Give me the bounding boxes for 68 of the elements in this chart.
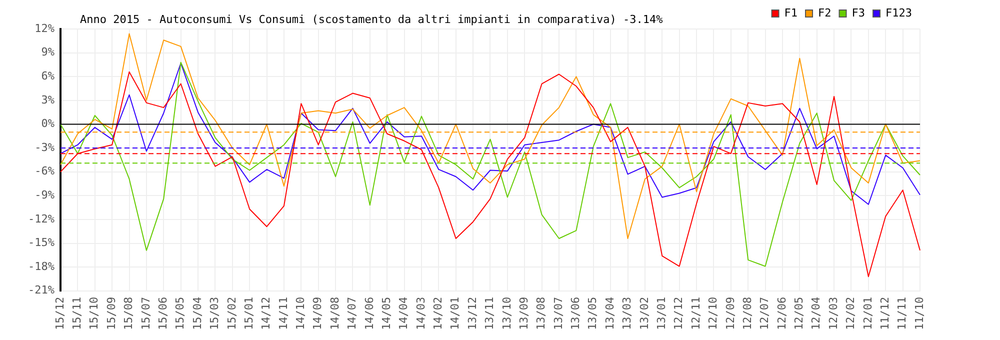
x-tick-label: 12/04 (810, 296, 823, 330)
legend-label: F3 (852, 6, 866, 20)
chart-title: Anno 2015 - Autoconsumi Vs Consumi (scostamento da altri impianti in comparativa) -3.14% (80, 13, 663, 26)
y-tick-label: -18% (28, 260, 55, 273)
x-tick-label: 15/03 (208, 296, 222, 330)
x-tick-label: 12/11 (689, 296, 702, 330)
x-tick-label: 15/04 (190, 296, 204, 330)
x-tick-label: 11/11 (896, 296, 909, 330)
x-tick-label: 13/08 (534, 296, 548, 330)
y-tick-label: -21% (28, 284, 55, 297)
x-tick-label: 13/02 (638, 296, 651, 330)
x-tick-label: 13/03 (620, 296, 634, 330)
x-tick-label: 13/09 (517, 296, 530, 330)
x-tick-label: 12/07 (758, 296, 772, 330)
y-tick-label: -3% (34, 140, 55, 154)
x-tick-label: 14/03 (414, 296, 428, 330)
legend-label: F123 (886, 6, 912, 20)
x-tick-label: 14/08 (328, 296, 342, 330)
x-tick-label: 13/12 (466, 296, 479, 330)
y-tick-label: 6% (41, 69, 55, 82)
y-tick-label: -6% (34, 164, 55, 178)
x-tick-label: 15/11 (70, 296, 84, 330)
x-tick-label: 13/10 (500, 296, 514, 330)
x-tick-label: 15/12 (53, 296, 66, 330)
x-tick-label: 13/05 (586, 296, 600, 330)
x-tick-label: 13/07 (552, 296, 565, 330)
x-tick-label: 15/06 (156, 296, 170, 330)
y-tick-label: -9% (34, 188, 55, 202)
x-tick-label: 14/11 (276, 296, 290, 330)
x-tick-label: 15/09 (104, 296, 118, 330)
y-tick-label: 12% (34, 22, 55, 35)
x-tick-label: 13/04 (603, 296, 616, 330)
y-tick-label: -15% (28, 236, 55, 250)
legend-label: F1 (784, 6, 798, 20)
x-tick-label: 12/06 (775, 296, 788, 330)
x-tick-label: 14/07 (346, 296, 359, 330)
x-tick-label: 14/09 (311, 296, 324, 330)
x-tick-label: 12/03 (826, 296, 840, 330)
x-tick-label: 12/02 (844, 296, 858, 330)
legend-label: F2 (818, 6, 832, 20)
x-tick-label: 15/05 (174, 296, 187, 330)
x-tick-label: 11/10 (912, 296, 926, 330)
x-tick-label: 12/09 (724, 296, 737, 330)
x-tick-label: 12/10 (706, 296, 720, 330)
x-tick-label: 12/01 (861, 296, 874, 330)
x-tick-label: 14/06 (362, 296, 376, 330)
y-tick-label: -12% (28, 212, 55, 226)
x-tick-label: 12/12 (672, 296, 686, 330)
x-tick-label: 13/01 (655, 296, 668, 330)
x-tick-label: 14/05 (380, 296, 393, 330)
x-tick-label: 13/11 (483, 296, 496, 330)
y-tick-label: 0% (41, 117, 55, 130)
x-tick-label: 15/07 (139, 296, 152, 330)
x-tick-label: 15/10 (88, 296, 101, 330)
x-tick-label: 14/12 (260, 296, 273, 330)
x-tick-label: 15/02 (225, 296, 238, 330)
x-tick-label: 15/01 (242, 296, 256, 330)
x-tick-label: 14/02 (432, 296, 445, 330)
x-tick-label: 13/06 (569, 296, 582, 330)
x-tick-label: 14/10 (294, 296, 308, 330)
y-tick-label: 3% (41, 93, 55, 106)
y-tick-label: 9% (41, 46, 55, 59)
x-tick-label: 11/12 (878, 296, 892, 330)
x-tick-label: 14/04 (397, 296, 410, 330)
x-tick-label: 12/05 (792, 296, 806, 330)
x-tick-label: 12/08 (740, 296, 754, 330)
x-tick-label: 15/08 (122, 296, 136, 330)
x-tick-label: 14/01 (448, 296, 462, 330)
